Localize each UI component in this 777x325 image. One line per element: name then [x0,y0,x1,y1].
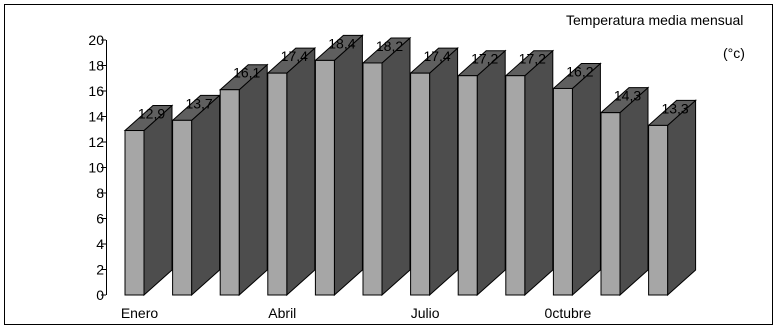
y-tick-label: 2 [96,262,104,278]
bar-value-label: 13,3 [661,100,688,116]
bar-value-label: 16,2 [566,63,593,79]
bar-side-face [191,94,221,297]
bar-value-label: 17,2 [519,51,546,67]
bar-value-label: 12,9 [138,106,165,122]
y-tick-label: 14 [88,109,104,125]
bar-febrero [171,94,221,297]
y-tick-label: 12 [88,134,104,150]
bar-marzo [218,63,269,297]
bar-side-face [143,104,173,297]
bar-noviembre [599,86,650,297]
bars-group [123,34,697,297]
bar-side-face [333,34,363,297]
bar-value-label: 13,7 [185,95,212,111]
bar-front-face [410,72,431,296]
y-tick-label: 16 [88,83,104,99]
y-tick-label: 8 [96,185,104,201]
bar-value-label: 17,4 [423,48,450,64]
bar-side-face [667,99,697,297]
bar-front-face [219,89,240,296]
bar-front-face [505,75,526,296]
bar-front-face [648,124,669,296]
bar-front-face [457,75,478,296]
bar-front-face [314,59,335,296]
bar-junio [361,36,412,297]
bar-septiembre [504,49,555,297]
y-tick-label: 18 [88,58,104,74]
bar-front-face [552,87,573,296]
x-category-label: 0ctubre [545,305,592,321]
bar-julio [409,47,459,297]
bar-front-face [172,119,193,296]
y-tick-label: 20 [88,32,104,48]
x-category-label: Enero [121,305,159,321]
value-labels-group: 12,9 13,7 16,1 17,4 18,4 18,2 17,4 17,2 17,2 16,2… [138,35,689,121]
bar-front-face [267,72,288,296]
bar-side-face [619,86,649,297]
chart-title: Temperatura media mensual [566,12,743,28]
y-tick-label: 4 [96,236,104,252]
bar-side-face [571,62,601,297]
bar-enero [123,104,174,297]
y-axis-ticks: 0 2 4 6 8 10 12 14 16 18 20 [88,32,106,303]
bar-value-label: 18,4 [328,35,355,51]
y-tick-label: 6 [96,211,104,227]
x-axis-labels: Enero Abril Julio 0ctubre [121,305,592,321]
bar-value-label: 16,1 [233,65,260,81]
bar-agosto [456,49,507,297]
bar-side-face [524,49,554,297]
bar-value-label: 17,4 [281,48,308,64]
bar-side-face [476,49,506,297]
bar-diciembre [647,99,697,297]
chart-unit: (°c) [723,45,745,61]
bar-side-face [381,36,411,297]
bar-side-face [286,47,316,297]
bar-side-face [238,63,268,297]
y-tick-label: 0 [96,287,104,303]
bar-0ctubre [552,62,602,297]
bar-front-face [600,112,621,296]
bar-mayo [314,34,364,297]
bar-front-face [362,62,383,296]
bar-value-label: 17,2 [471,51,498,67]
bar-value-label: 14,3 [614,88,641,104]
bar-front-face [124,130,145,296]
bar-abril [266,47,317,297]
y-tick-label: 10 [88,160,104,176]
x-category-label: Abril [268,305,296,321]
bar-side-face [429,47,459,297]
x-category-label: Julio [411,305,440,321]
bar-value-label: 18,2 [376,38,403,54]
